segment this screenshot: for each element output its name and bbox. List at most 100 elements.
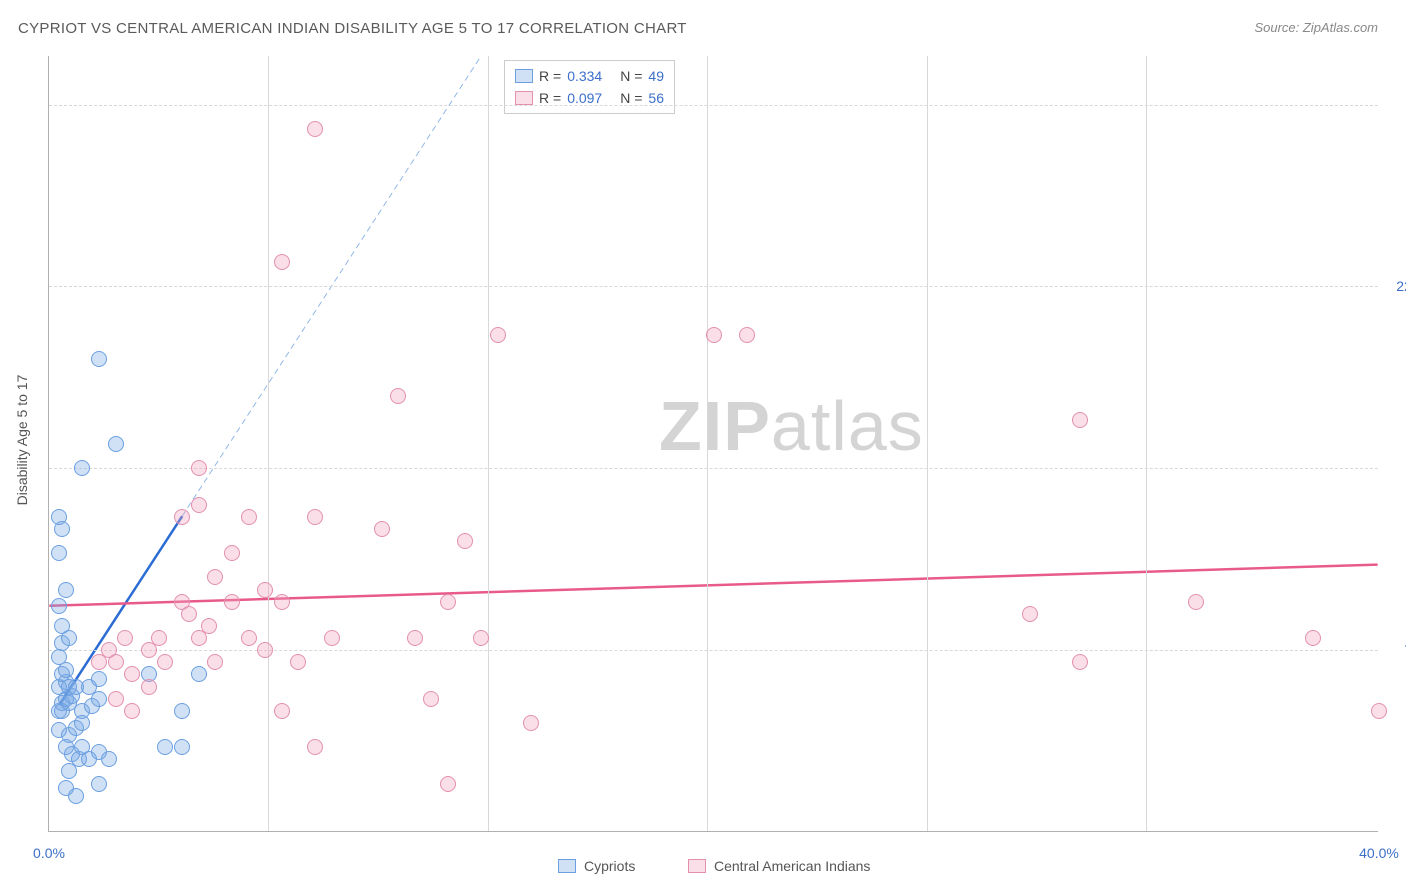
bottom-legend-cai: Central American Indians [688,858,870,874]
x-tick-label: 40.0% [1359,845,1399,861]
data-point [61,630,77,646]
data-point [224,545,240,561]
stats-row-cypriots: R = 0.334 N = 49 [515,65,664,87]
y-axis-label: Disability Age 5 to 17 [14,375,30,506]
data-point [440,594,456,610]
data-point [241,509,257,525]
data-point [108,436,124,452]
data-point [1072,412,1088,428]
data-point [207,654,223,670]
data-point [324,630,340,646]
watermark-prefix: ZIP [659,387,771,465]
data-point [473,630,489,646]
grid-line-v [707,56,708,831]
data-point [157,739,173,755]
data-point [490,327,506,343]
data-point [151,630,167,646]
data-point [1371,703,1387,719]
data-point [1305,630,1321,646]
n-label: N = [620,68,642,84]
x-tick-label: 0.0% [33,845,65,861]
data-point [1022,606,1038,622]
r-value-cypriots: 0.334 [567,68,602,84]
legend-label-cypriots: Cypriots [584,858,635,874]
grid-line-v [1146,56,1147,831]
data-point [174,509,190,525]
data-point [1188,594,1204,610]
data-point [274,594,290,610]
data-point [224,594,240,610]
data-point [407,630,423,646]
grid-line-h [49,286,1378,287]
data-point [51,545,67,561]
data-point [91,671,107,687]
data-point [101,751,117,767]
grid-line-v [927,56,928,831]
data-point [274,254,290,270]
grid-line-v [268,56,269,831]
watermark-suffix: atlas [771,387,924,465]
data-point [257,642,273,658]
data-point [174,703,190,719]
chart-container: CYPRIOT VS CENTRAL AMERICAN INDIAN DISAB… [0,0,1406,892]
data-point [440,776,456,792]
data-point [58,582,74,598]
data-point [124,666,140,682]
y-tick-label: 22.5% [1396,278,1406,294]
swatch-cai [515,91,533,105]
data-point [181,606,197,622]
data-point [91,776,107,792]
swatch-cypriots [515,69,533,83]
data-point [91,351,107,367]
data-point [201,618,217,634]
grid-line-h [49,468,1378,469]
data-point [61,763,77,779]
data-point [274,703,290,719]
data-point [108,691,124,707]
data-point [374,521,390,537]
watermark: ZIPatlas [659,386,924,466]
data-point [1072,654,1088,670]
bottom-legend-cypriots: Cypriots [558,858,635,874]
data-point [207,569,223,585]
data-point [117,630,133,646]
data-point [191,460,207,476]
data-point [706,327,722,343]
data-point [457,533,473,549]
data-point [307,509,323,525]
data-point [523,715,539,731]
chart-title: CYPRIOT VS CENTRAL AMERICAN INDIAN DISAB… [18,20,687,37]
stats-legend-box: R = 0.334 N = 49 R = 0.097 N = 56 [504,60,675,114]
data-point [290,654,306,670]
grid-line-h [49,105,1378,106]
data-point [390,388,406,404]
data-point [141,679,157,695]
data-point [74,460,90,476]
data-point [307,121,323,137]
data-point [174,739,190,755]
r-label: R = [539,68,561,84]
data-point [307,739,323,755]
source-attribution: Source: ZipAtlas.com [1254,20,1378,35]
data-point [257,582,273,598]
data-point [739,327,755,343]
swatch-cypriots [558,859,576,873]
data-point [191,497,207,513]
n-value-cypriots: 49 [648,68,664,84]
data-point [108,654,124,670]
grid-line-v [488,56,489,831]
data-point [51,598,67,614]
swatch-cai [688,859,706,873]
data-point [74,715,90,731]
data-point [157,654,173,670]
data-point [51,649,67,665]
legend-label-cai: Central American Indians [714,858,870,874]
data-point [241,630,257,646]
stats-row-cai: R = 0.097 N = 56 [515,87,664,109]
data-point [191,666,207,682]
chart-plot-area: ZIPatlas R = 0.334 N = 49 R = 0.097 N = … [48,56,1378,832]
data-point [68,788,84,804]
data-point [124,703,140,719]
data-point [423,691,439,707]
grid-line-h [49,650,1378,651]
